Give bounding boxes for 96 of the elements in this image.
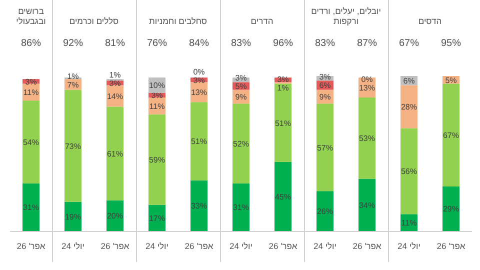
data-label: 14% — [106, 92, 124, 101]
data-label: 73% — [64, 142, 82, 151]
x-tick-label: יולי 24 — [62, 241, 84, 251]
data-label: 3% — [193, 76, 205, 85]
text: 84% — [188, 38, 210, 49]
bar — [274, 162, 292, 231]
data-label: 5% — [445, 76, 457, 85]
bar — [358, 178, 376, 231]
data-label: 11% — [401, 218, 417, 228]
bar — [442, 186, 460, 231]
data-label: 17% — [148, 214, 166, 223]
data-label: 56% — [400, 167, 418, 176]
data-label: 11% — [149, 102, 165, 111]
data-label: 6% — [403, 76, 415, 86]
bar — [316, 191, 334, 231]
data-label: 67% — [442, 131, 460, 140]
x-tick-label: אפר' 26 — [352, 241, 382, 251]
bar — [400, 128, 418, 214]
x-tick-label: יולי 24 — [230, 241, 252, 251]
data-label: 3% — [235, 73, 247, 82]
text: 81% — [104, 38, 126, 49]
data-label: 0% — [361, 75, 373, 84]
bar — [190, 102, 208, 180]
x-tick-label: אפר' 26 — [184, 241, 214, 251]
bar — [22, 100, 40, 184]
data-label: 31% — [22, 203, 40, 212]
data-label: 3% — [151, 91, 163, 100]
data-label: 10% — [148, 81, 166, 90]
bar — [148, 204, 166, 231]
chart-title: סללים וכרמים — [69, 16, 120, 26]
text: 86% — [20, 38, 42, 49]
bar — [442, 84, 460, 186]
data-label: 26% — [316, 207, 334, 216]
chart-title: ברושים ובגבעולי — [16, 6, 46, 26]
data-label: 1% — [67, 72, 79, 81]
data-label: 13% — [358, 84, 376, 93]
bar — [64, 90, 82, 202]
text: 96% — [272, 38, 294, 49]
data-label: 13% — [190, 88, 208, 98]
data-label: 29% — [442, 204, 460, 214]
data-label: 45% — [274, 192, 292, 202]
chart-title: הדרים — [250, 16, 274, 26]
chart-title: יובלים, יעלים, ורדים ורקפות — [311, 6, 381, 26]
x-tick-label: אפר' 26 — [268, 241, 298, 251]
bar — [106, 106, 124, 200]
x-tick-label: אפר' 26 — [436, 241, 466, 251]
data-label: 57% — [316, 143, 334, 152]
chart-title: סחלבים וחמניות — [149, 16, 208, 26]
bar — [274, 84, 292, 162]
data-label: 51% — [190, 137, 208, 146]
text: 76% — [146, 38, 168, 49]
bar — [232, 104, 250, 184]
text: 87% — [356, 38, 378, 49]
data-label: 61% — [106, 150, 124, 158]
data-label: 3% — [277, 75, 289, 84]
text: 83% — [230, 38, 252, 49]
data-label: 54% — [22, 138, 40, 147]
data-label: 33% — [190, 202, 208, 211]
data-label: 31% — [232, 203, 250, 212]
bar — [22, 183, 40, 231]
bar — [358, 97, 376, 179]
data-label: 1% — [109, 70, 121, 80]
text: 67% — [398, 38, 420, 49]
data-label: 51% — [274, 118, 292, 128]
data-label: 0% — [193, 67, 205, 76]
data-label: 19% — [64, 212, 82, 222]
data-label: 53% — [358, 134, 376, 144]
data-label: 1% — [277, 84, 289, 93]
data-label: 11% — [23, 88, 39, 98]
data-label: 9% — [235, 92, 247, 102]
data-label: 34% — [358, 200, 376, 210]
x-tick-label: אפר' 26 — [100, 241, 130, 251]
text: 95% — [440, 38, 462, 49]
data-label: 3% — [319, 72, 331, 82]
text: 92% — [62, 38, 84, 49]
bar — [190, 180, 208, 231]
x-tick-label: יולי 24 — [146, 241, 168, 251]
chart-title: הדסים — [418, 16, 442, 26]
x-tick-label: יולי 24 — [314, 241, 336, 251]
data-label: 3% — [25, 77, 37, 86]
data-label: 28% — [400, 102, 418, 112]
data-label: 20% — [106, 212, 124, 221]
bar — [148, 114, 166, 205]
data-label: 9% — [319, 92, 331, 102]
bar — [316, 104, 334, 192]
data-label: 3% — [109, 78, 121, 88]
data-label: 52% — [232, 140, 250, 149]
data-label: 6% — [319, 81, 331, 90]
text: 83% — [314, 38, 336, 49]
data-label: 5% — [235, 82, 247, 91]
data-label: 59% — [148, 156, 166, 165]
x-tick-label: אפר' 26 — [16, 241, 46, 251]
data-label: 7% — [67, 80, 79, 90]
bar — [232, 183, 250, 231]
x-tick-label: יולי 24 — [398, 241, 420, 251]
bar — [400, 85, 418, 128]
